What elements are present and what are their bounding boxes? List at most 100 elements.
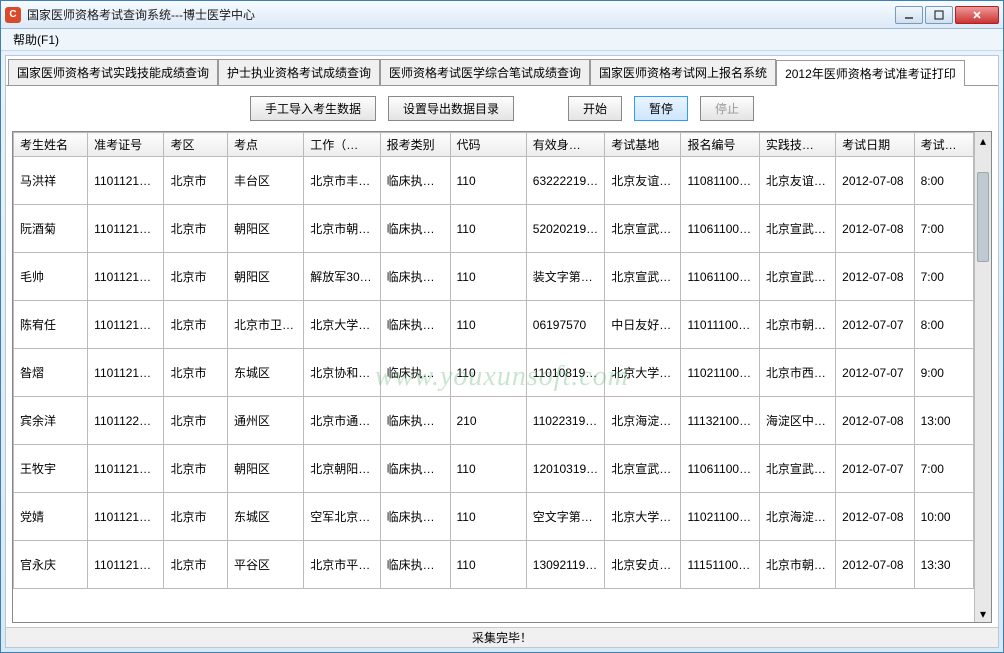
- cell-idno: 06197570: [526, 301, 604, 349]
- cell-name: 昝熠: [14, 349, 88, 397]
- cell-skill: 海淀区中…: [759, 397, 835, 445]
- cell-time: 7:00: [914, 205, 973, 253]
- col-idno[interactable]: 有效身…: [526, 133, 604, 157]
- col-work[interactable]: 工作（…: [304, 133, 380, 157]
- cell-time: 10:00: [914, 493, 973, 541]
- cell-name: 党婧: [14, 493, 88, 541]
- tab-4[interactable]: 2012年医师资格考试准考证打印: [776, 60, 965, 86]
- maximize-button[interactable]: [925, 6, 953, 24]
- tab-0[interactable]: 国家医师资格考试实践技能成绩查询: [8, 59, 218, 85]
- data-table: 考生姓名准考证号考区考点工作（…报考类别代码有效身…考试基地报名编号实践技…考试…: [13, 132, 974, 589]
- col-category[interactable]: 报考类别: [380, 133, 450, 157]
- cell-category: 临床执业…: [380, 541, 450, 589]
- cell-work: 北京市通…: [304, 397, 380, 445]
- cell-skill: 北京宣武…: [759, 253, 835, 301]
- table-row[interactable]: 官永庆1101121…北京市平谷区北京市平…临床执业…11013092119…北…: [14, 541, 974, 589]
- cell-base: 中日友好…: [605, 301, 681, 349]
- cell-time: 7:00: [914, 445, 973, 493]
- toolbar: 手工导入考生数据 设置导出数据目录 开始 暂停 停止: [6, 86, 998, 131]
- cell-code: 210: [450, 397, 526, 445]
- tabstrip: 国家医师资格考试实践技能成绩查询护士执业资格考试成绩查询医师资格考试医学综合笔试…: [6, 56, 998, 86]
- cell-code: 110: [450, 349, 526, 397]
- cell-category: 临床执业…: [380, 397, 450, 445]
- table-row[interactable]: 党婧1101121…北京市东城区空军北京…临床执业…110空文字第…北京大学…1…: [14, 493, 974, 541]
- cell-work: 北京协和…: [304, 349, 380, 397]
- cell-work: 北京市丰…: [304, 157, 380, 205]
- table-scroll[interactable]: 考生姓名准考证号考区考点工作（…报考类别代码有效身…考试基地报名编号实践技…考试…: [13, 132, 974, 622]
- cell-code: 110: [450, 541, 526, 589]
- table-row[interactable]: 昝熠1101121…北京市东城区北京协和…临床执业…11011010819…北京…: [14, 349, 974, 397]
- cell-district: 北京市: [164, 493, 228, 541]
- cell-skill: 北京市西…: [759, 349, 835, 397]
- table-row[interactable]: 毛帅1101121…北京市朝阳区解放军30…临床执业…110装文字第…北京宣武……: [14, 253, 974, 301]
- cell-skill: 北京宣武…: [759, 205, 835, 253]
- table-row[interactable]: 王牧宇1101121…北京市朝阳区北京朝阳…临床执业…11012010319…北…: [14, 445, 974, 493]
- cell-name: 阮酒菊: [14, 205, 88, 253]
- minimize-button[interactable]: [895, 6, 923, 24]
- cell-code: 110: [450, 445, 526, 493]
- cell-name: 马洪祥: [14, 157, 88, 205]
- cell-regno: 11061100…: [681, 253, 759, 301]
- cell-site: 丰台区: [228, 157, 304, 205]
- titlebar[interactable]: C 国家医师资格考试查询系统---博士医学中心: [1, 1, 1003, 29]
- cell-base: 北京安贞…: [605, 541, 681, 589]
- scroll-down-arrow[interactable]: ▾: [975, 605, 991, 622]
- cell-site: 平谷区: [228, 541, 304, 589]
- cell-regno: 11151100…: [681, 541, 759, 589]
- table-row[interactable]: 阮酒菊1101121…北京市朝阳区北京市朝…临床执业…11052020219…北…: [14, 205, 974, 253]
- close-button[interactable]: [955, 6, 999, 24]
- cell-ticket: 1101121…: [88, 205, 164, 253]
- col-ticket[interactable]: 准考证号: [88, 133, 164, 157]
- col-date[interactable]: 考试日期: [836, 133, 914, 157]
- cell-time: 8:00: [914, 157, 973, 205]
- cell-category: 临床执业…: [380, 157, 450, 205]
- cell-name: 王牧宇: [14, 445, 88, 493]
- app-window: C 国家医师资格考试查询系统---博士医学中心 帮助(F1) 国家医师资格考试实…: [0, 0, 1004, 653]
- cell-base: 北京大学…: [605, 493, 681, 541]
- cell-district: 北京市: [164, 397, 228, 445]
- cell-code: 110: [450, 157, 526, 205]
- col-site[interactable]: 考点: [228, 133, 304, 157]
- pause-button[interactable]: 暂停: [634, 96, 688, 121]
- col-regno[interactable]: 报名编号: [681, 133, 759, 157]
- menu-help[interactable]: 帮助(F1): [7, 29, 65, 50]
- cell-ticket: 1101121…: [88, 157, 164, 205]
- cell-skill: 北京市朝…: [759, 541, 835, 589]
- cell-regno: 11132100…: [681, 397, 759, 445]
- cell-idno: 11010819…: [526, 349, 604, 397]
- table-row[interactable]: 马洪祥1101121…北京市丰台区北京市丰…临床执业…11063222219…北…: [14, 157, 974, 205]
- tab-3[interactable]: 国家医师资格考试网上报名系统: [590, 59, 776, 85]
- col-base[interactable]: 考试基地: [605, 133, 681, 157]
- start-button[interactable]: 开始: [568, 96, 622, 121]
- status-text: 采集完毕！: [472, 629, 532, 646]
- export-dir-button[interactable]: 设置导出数据目录: [388, 96, 514, 121]
- cell-site: 东城区: [228, 349, 304, 397]
- cell-category: 临床执业…: [380, 205, 450, 253]
- cell-work: 北京市朝…: [304, 205, 380, 253]
- col-district[interactable]: 考区: [164, 133, 228, 157]
- cell-ticket: 1101121…: [88, 445, 164, 493]
- table-row[interactable]: 宾余洋1101122…北京市通州区北京市通…临床执业…21011022319…北…: [14, 397, 974, 445]
- cell-ticket: 1101122…: [88, 397, 164, 445]
- cell-date: 2012-07-07: [836, 349, 914, 397]
- col-time[interactable]: 考试时间: [914, 133, 973, 157]
- col-code[interactable]: 代码: [450, 133, 526, 157]
- table-row[interactable]: 陈宥任1101121…北京市北京市卫…北京大学…临床执业…11006197570…: [14, 301, 974, 349]
- col-name[interactable]: 考生姓名: [14, 133, 88, 157]
- cell-name: 毛帅: [14, 253, 88, 301]
- tab-2[interactable]: 医师资格考试医学综合笔试成绩查询: [380, 59, 590, 85]
- import-button[interactable]: 手工导入考生数据: [250, 96, 376, 121]
- cell-date: 2012-07-08: [836, 493, 914, 541]
- cell-district: 北京市: [164, 445, 228, 493]
- scroll-up-arrow[interactable]: ▴: [975, 132, 991, 149]
- cell-site: 朝阳区: [228, 253, 304, 301]
- tab-1[interactable]: 护士执业资格考试成绩查询: [218, 59, 380, 85]
- cell-work: 解放军30…: [304, 253, 380, 301]
- stop-button[interactable]: 停止: [700, 96, 754, 121]
- vertical-scrollbar[interactable]: ▴ ▾: [974, 132, 991, 622]
- col-skill[interactable]: 实践技…: [759, 133, 835, 157]
- cell-work: 空军北京…: [304, 493, 380, 541]
- cell-site: 北京市卫…: [228, 301, 304, 349]
- scroll-thumb[interactable]: [977, 172, 989, 262]
- cell-regno: 11081100…: [681, 157, 759, 205]
